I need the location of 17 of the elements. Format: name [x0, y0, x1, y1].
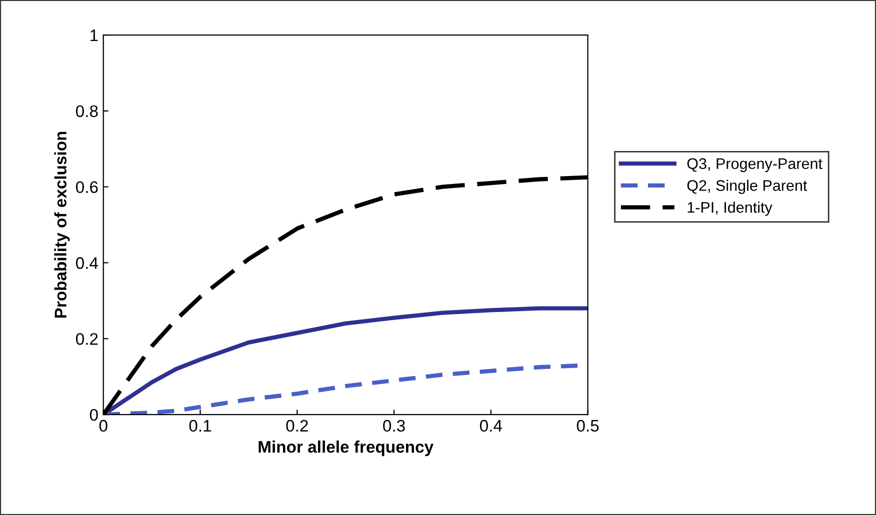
- y-tick-label: 0.8: [76, 105, 98, 118]
- y-tick-label: 0.2: [76, 333, 98, 345]
- x-tick-label: 0.5: [576, 420, 599, 432]
- legend-label: Q2, Single Parent: [687, 180, 808, 194]
- x-tick-label: 0.4: [480, 420, 502, 432]
- x-tick-label: 0.2: [286, 420, 308, 432]
- x-tick-label: 0: [99, 420, 108, 432]
- y-tick-label: 0.4: [76, 257, 98, 269]
- y-tick-label: 0: [90, 408, 98, 421]
- y-tick-label: 0.6: [76, 181, 98, 194]
- y-tick-label: 1: [90, 30, 98, 42]
- x-tick-label: 0.1: [189, 420, 212, 432]
- y-axis-title: Probability of exclusion: [54, 132, 70, 318]
- legend-label: 1-PI, Identity: [688, 202, 772, 216]
- x-tick-label: 0.3: [383, 420, 405, 432]
- x-axis-title: Minor allele frequency: [258, 440, 434, 456]
- legend-label: Q3, Progeny-Parent: [687, 158, 822, 172]
